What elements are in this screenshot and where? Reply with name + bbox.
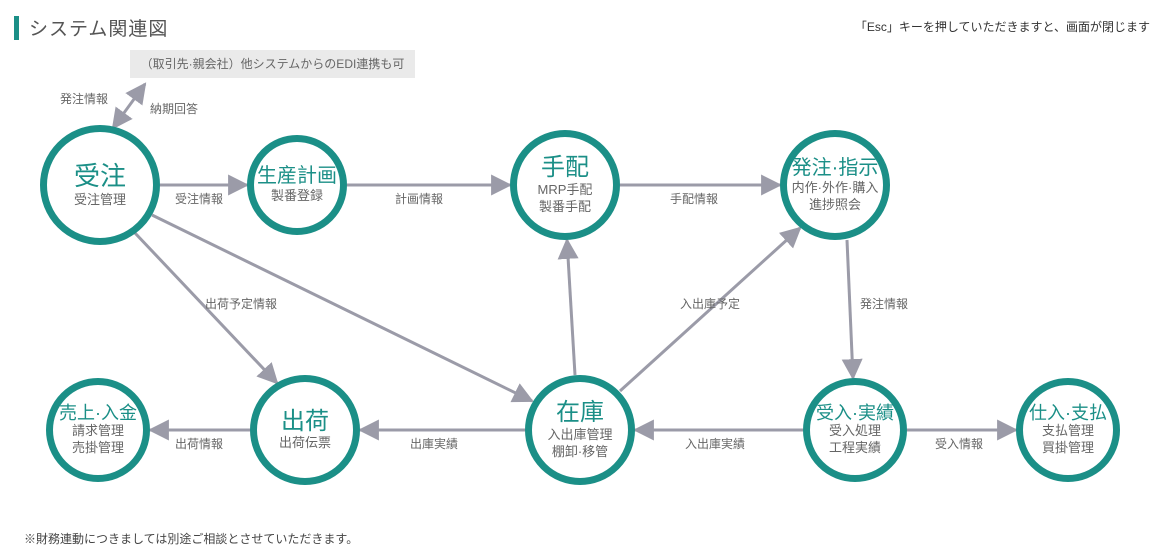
footnote: ※財務連動につきましては別途ご相談とさせていただきます。	[24, 530, 358, 547]
node-juchu: 受注受注管理	[40, 125, 160, 245]
esc-hint: 「Esc」キーを押していただきますと、画面が閉じます	[855, 18, 1150, 35]
node-title: 受注	[74, 162, 126, 192]
node-seisan: 生産計画製番登録	[247, 135, 347, 235]
node-subtitle: MRP手配	[538, 182, 593, 199]
edge-label: 入出庫実績	[685, 435, 745, 452]
edge-label: 納期回答	[150, 100, 198, 117]
title-accent	[14, 16, 19, 40]
edge-label: 計画情報	[395, 190, 443, 207]
node-title: 出荷	[281, 408, 329, 436]
node-title: 発注·指示	[792, 157, 879, 180]
node-zaiko: 在庫入出庫管理棚卸·移管	[525, 375, 635, 485]
edge-line	[113, 84, 145, 128]
edge-label: 出庫実績	[410, 435, 458, 452]
page-title-bar: システム関連図	[14, 14, 168, 41]
edge-label: 発注情報	[860, 295, 908, 312]
node-subtitle: 内作·外作·購入	[792, 180, 879, 197]
edi-note-box: （取引先·親会社）他システムからのEDI連携も可	[130, 50, 415, 78]
node-hacchu: 発注·指示内作·外作·購入進捗照会	[780, 130, 890, 240]
node-subtitle: 支払管理	[1042, 423, 1094, 440]
node-shukka: 出荷出荷伝票	[250, 375, 360, 485]
node-subtitle: 製番登録	[271, 188, 323, 205]
page-title: システム関連図	[29, 14, 168, 41]
node-subtitle: 買掛管理	[1042, 440, 1094, 457]
edge-label: 入出庫予定	[680, 295, 740, 312]
node-subtitle: 受注管理	[74, 192, 126, 209]
node-title: 生産計画	[257, 165, 337, 188]
node-title: 売上·入金	[59, 403, 137, 424]
node-subtitle: 入出庫管理	[547, 427, 612, 444]
node-subtitle: 棚卸·移管	[552, 444, 608, 461]
edge-label: 出荷情報	[175, 435, 223, 452]
node-title: 在庫	[556, 399, 604, 427]
node-ukeire: 受入·実績受入処理工程実績	[803, 378, 907, 482]
diagram-container: システム関連図 「Esc」キーを押していただきますと、画面が閉じます （取引先·…	[0, 0, 1170, 558]
node-subtitle: 進捗照会	[809, 197, 861, 214]
edge-label: 発注情報	[60, 90, 108, 107]
node-title: 受入·実績	[816, 403, 894, 424]
node-subtitle: 請求管理	[72, 423, 124, 440]
node-subtitle: 受入処理	[829, 423, 881, 440]
edge-label: 受注情報	[175, 190, 223, 207]
edge-label: 出荷予定情報	[205, 295, 277, 312]
node-subtitle: 出荷伝票	[279, 435, 331, 452]
node-uriage: 売上·入金請求管理売掛管理	[46, 378, 150, 482]
node-subtitle: 製番手配	[539, 199, 591, 216]
node-title: 手配	[541, 154, 589, 182]
node-subtitle: 工程実績	[829, 440, 881, 457]
node-subtitle: 売掛管理	[72, 440, 124, 457]
node-shiire: 仕入·支払支払管理買掛管理	[1016, 378, 1120, 482]
edge-label: 受入情報	[935, 435, 983, 452]
node-title: 仕入·支払	[1029, 403, 1107, 424]
edi-note-text: （取引先·親会社）他システムからのEDI連携も可	[141, 57, 405, 71]
edge-line	[567, 240, 575, 375]
edge-label: 手配情報	[670, 190, 718, 207]
node-tehai: 手配MRP手配製番手配	[510, 130, 620, 240]
edge-line	[847, 240, 853, 378]
